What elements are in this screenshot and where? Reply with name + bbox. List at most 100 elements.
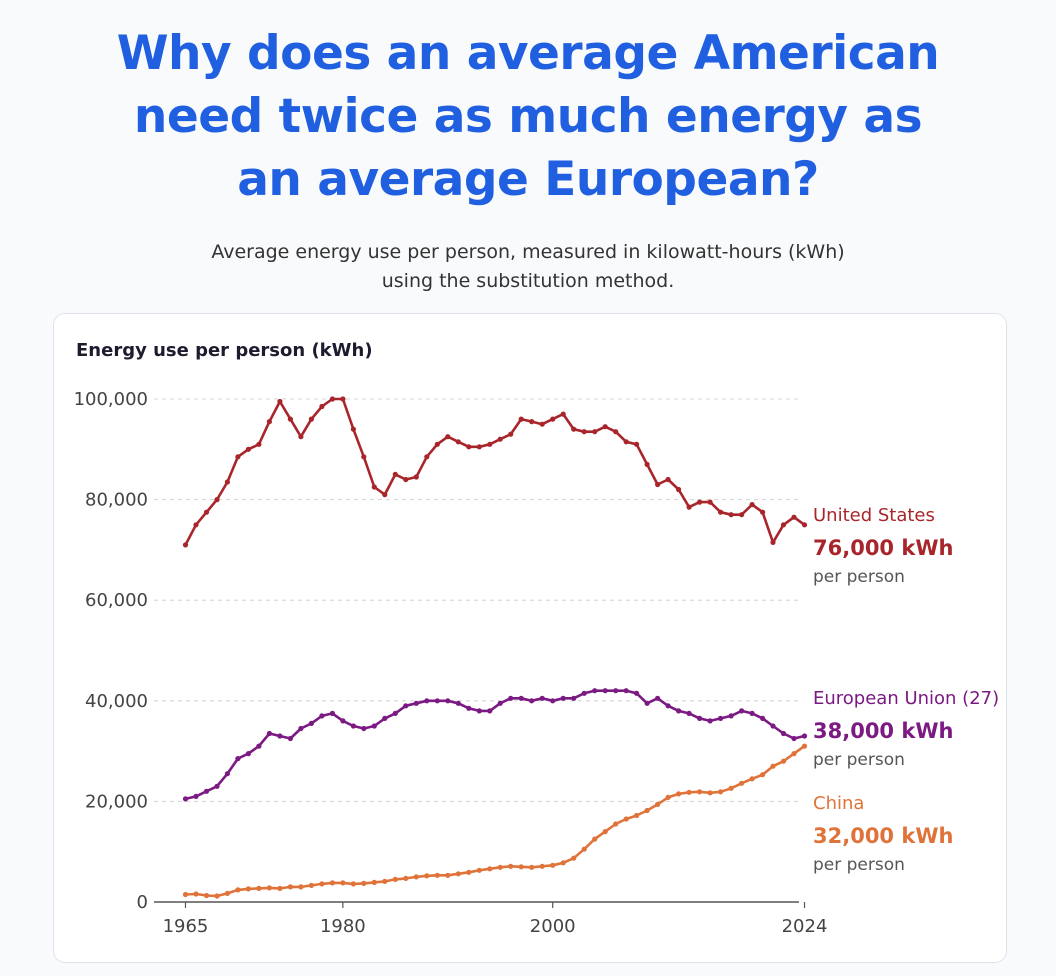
data-point xyxy=(697,789,703,795)
x-tick-label: 2000 xyxy=(530,916,576,937)
y-tick-label: 20,000 xyxy=(85,791,148,812)
data-point xyxy=(718,789,724,795)
data-point xyxy=(780,522,787,528)
data-point xyxy=(508,863,514,869)
data-point xyxy=(760,509,766,515)
title-line: Why does an average American xyxy=(116,26,940,81)
data-point xyxy=(245,751,251,757)
data-point xyxy=(256,743,262,749)
data-point xyxy=(571,695,577,701)
data-point xyxy=(214,497,220,503)
data-point xyxy=(298,434,304,440)
data-point xyxy=(571,426,577,432)
data-point xyxy=(319,881,325,887)
data-point xyxy=(382,878,388,885)
data-point xyxy=(392,710,398,716)
data-point xyxy=(476,867,482,873)
data-point xyxy=(266,885,272,891)
data-point xyxy=(718,509,724,515)
series-label-cn: China 32,000 kWh per person xyxy=(813,793,953,875)
series-unit-label: per person xyxy=(813,567,905,587)
data-point xyxy=(361,880,367,887)
data-point xyxy=(193,891,199,897)
page-title: Why does an average American need twice … xyxy=(0,22,1056,211)
data-point xyxy=(581,429,587,435)
series-unit-label: per person xyxy=(813,750,905,770)
data-point xyxy=(529,419,535,425)
series-eu xyxy=(182,688,808,802)
data-point xyxy=(791,514,797,520)
y-tick-label: 40,000 xyxy=(85,691,148,712)
series-unit-label: per person xyxy=(813,855,905,875)
data-point xyxy=(780,758,787,764)
series-label-us: United States 76,000 kWh per person xyxy=(813,505,953,587)
data-point xyxy=(634,690,640,696)
series-label-eu: European Union (27) 38,000 kWh per person xyxy=(813,688,999,770)
data-point xyxy=(801,522,808,528)
data-point xyxy=(466,444,472,450)
data-point xyxy=(308,416,314,422)
data-point xyxy=(403,875,409,882)
data-point xyxy=(728,713,734,719)
data-point xyxy=(602,829,608,835)
data-point xyxy=(203,509,210,515)
series-value-label: 38,000 kWh xyxy=(813,719,953,743)
data-point xyxy=(770,763,776,769)
data-point xyxy=(644,807,650,814)
data-point xyxy=(224,890,230,897)
data-point xyxy=(466,869,472,875)
data-point xyxy=(413,700,419,706)
data-point xyxy=(382,715,388,721)
data-point xyxy=(434,872,440,878)
data-point xyxy=(287,884,293,890)
data-point xyxy=(287,416,293,422)
data-point xyxy=(644,461,650,467)
data-point xyxy=(214,893,220,899)
data-point xyxy=(392,876,398,883)
data-point xyxy=(256,441,262,447)
data-point xyxy=(508,431,514,437)
data-point xyxy=(193,522,199,528)
data-point xyxy=(214,783,220,789)
data-point xyxy=(676,791,682,797)
data-point xyxy=(665,794,671,800)
data-point xyxy=(340,718,346,724)
data-point xyxy=(403,476,409,483)
data-point xyxy=(245,886,251,892)
data-point xyxy=(592,836,598,842)
data-point xyxy=(728,512,734,518)
chart-subtitle: Average energy use per person, measured … xyxy=(0,238,1056,296)
data-point xyxy=(634,812,640,819)
data-point xyxy=(801,743,808,749)
data-point xyxy=(550,862,556,868)
series-line-eu xyxy=(184,689,806,801)
data-point xyxy=(655,801,661,807)
data-point xyxy=(518,416,524,422)
series-cn xyxy=(182,743,808,899)
data-point xyxy=(634,441,640,447)
data-point xyxy=(739,780,745,786)
data-point xyxy=(182,542,189,548)
data-point xyxy=(581,846,587,852)
data-point xyxy=(770,723,776,729)
data-point xyxy=(718,715,724,721)
data-point xyxy=(340,396,346,402)
data-point xyxy=(623,439,629,445)
data-point xyxy=(308,720,314,726)
data-point xyxy=(350,426,356,432)
data-point xyxy=(298,725,304,732)
data-point xyxy=(329,710,335,716)
data-point xyxy=(760,772,766,778)
data-point xyxy=(434,441,440,447)
data-point xyxy=(676,708,682,714)
data-point xyxy=(676,486,682,493)
data-point xyxy=(539,695,545,701)
data-point xyxy=(235,454,241,460)
x-tick-label: 1965 xyxy=(163,916,209,937)
data-point xyxy=(382,492,388,498)
data-point xyxy=(455,439,461,445)
data-point xyxy=(770,539,776,545)
data-point xyxy=(445,698,451,704)
